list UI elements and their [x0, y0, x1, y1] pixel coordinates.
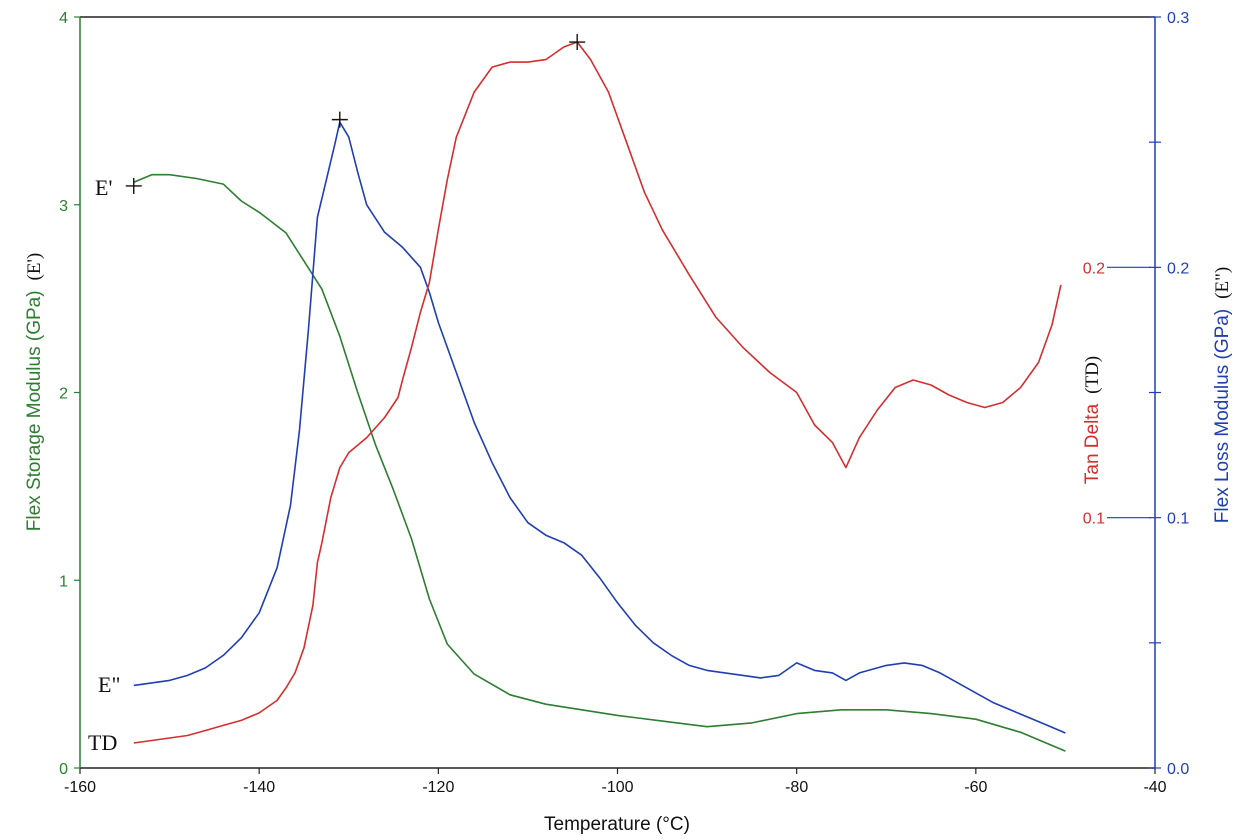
left-tick-label: 4 — [59, 10, 68, 27]
tan-delta-axis-title: Tan Delta (TD) — [1082, 356, 1103, 484]
right-axis-title: Flex Loss Modulus (GPa) (E") — [1212, 267, 1233, 523]
x-tick-label: -40 — [1143, 779, 1166, 796]
curve-label-loss-modulus: E" — [98, 672, 120, 697]
left-tick-label: 1 — [59, 573, 68, 590]
x-tick-label: -140 — [243, 779, 275, 796]
right-tick-label: 0.2 — [1167, 260, 1189, 277]
tan-delta-axis-ticks: 0.1 0.2 — [1083, 260, 1151, 528]
tan-delta-tick-label: 0.1 — [1083, 511, 1105, 528]
peak-markers — [125, 34, 586, 194]
x-tick-label: -100 — [601, 779, 633, 796]
peak-marker — [125, 177, 142, 194]
right-tick-label: 0.0 — [1167, 761, 1189, 778]
curve-label-tan-delta: TD — [88, 730, 117, 755]
peak-marker — [331, 111, 348, 128]
right-tick-label: 0.1 — [1167, 511, 1189, 528]
left-axis-title-text: Flex Storage Modulus (GPa) — [24, 290, 45, 531]
left-tick-label: 3 — [59, 198, 68, 215]
left-axis-ticks: 0 1 2 3 4 — [59, 10, 80, 778]
storage-modulus-line — [133, 173, 1066, 752]
left-axis-title-suffix: (E') — [24, 253, 45, 281]
left-tick-label: 2 — [59, 386, 68, 403]
peak-marker — [569, 34, 586, 51]
x-tick-label: -160 — [64, 779, 96, 796]
x-tick-label: -60 — [964, 779, 987, 796]
left-axis-title: Flex Storage Modulus (GPa) (E') — [24, 253, 45, 531]
tan-delta-tick-label: 0.2 — [1083, 260, 1105, 277]
x-tick-label: -120 — [422, 779, 454, 796]
tan-delta-axis-title-text: Tan Delta — [1082, 403, 1103, 484]
x-axis-title: Temperature (°C) — [544, 814, 690, 835]
loss-modulus-line — [133, 121, 1066, 734]
series-layer — [133, 41, 1066, 752]
right-axis-ticks: 0.0 0.1 0.2 0.3 — [1149, 10, 1189, 778]
tan-delta-axis-title-suffix: (TD) — [1082, 356, 1103, 394]
x-tick-label: -80 — [785, 779, 808, 796]
curve-label-storage-modulus: E' — [95, 175, 112, 200]
x-axis-ticks: -160 -140 -120 -100 -80 -60 -40 — [64, 768, 1167, 796]
right-tick-label: 0.3 — [1167, 10, 1189, 27]
right-axis-title-text: Flex Loss Modulus (GPa) — [1212, 309, 1233, 523]
left-tick-label: 0 — [59, 761, 68, 778]
right-axis-title-suffix: (E") — [1212, 267, 1233, 299]
tan-delta-line — [133, 41, 1062, 744]
